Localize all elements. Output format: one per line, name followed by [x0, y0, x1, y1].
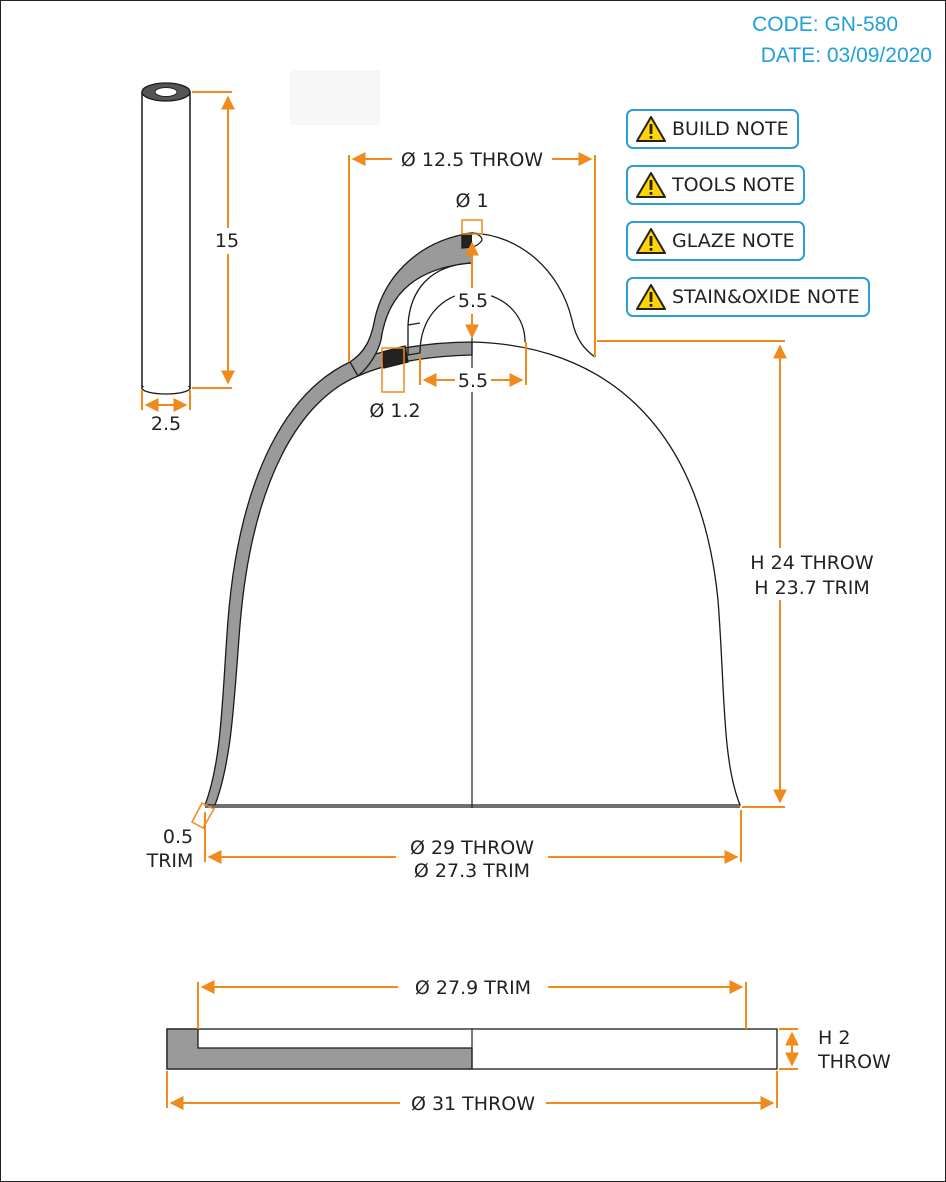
warning-icon [636, 116, 666, 142]
tools-note-label: TOOLS NOTE [672, 174, 795, 196]
lid-height-label: H 2 [818, 1027, 850, 1049]
lid-height-dimension: H 2 THROW [779, 1027, 891, 1073]
code-label: CODE: GN-580 [752, 13, 898, 36]
coil-cylinder [141, 82, 191, 395]
base-trim-label: Ø 27.3 TRIM [414, 860, 530, 882]
date-label: DATE: 03/09/2020 [761, 44, 932, 67]
handle-width-label: Ø 12.5 THROW [401, 149, 543, 171]
rim-thickness-unit: TRIM [146, 850, 194, 872]
warning-icon [636, 172, 666, 198]
coil-width-dimension: 2.5 [141, 390, 191, 435]
wall-thickness-label: Ø 1.2 [369, 400, 420, 422]
handle-hole-label: Ø 1 [455, 190, 488, 212]
wall-thickness-dimension: Ø 1.2 [369, 347, 421, 422]
glaze-note-button[interactable]: GLAZE NOTE [626, 221, 805, 261]
handle-inner-width-label: 5.5 [458, 370, 488, 392]
rim-thickness-dimension: 0.5 TRIM [146, 802, 216, 872]
build-note-label: BUILD NOTE [672, 118, 789, 140]
build-note-button[interactable]: BUILD NOTE [626, 109, 799, 149]
base-width-dimension: Ø 29 THROW Ø 27.3 TRIM [204, 810, 742, 886]
warning-icon [636, 284, 666, 310]
lid-section [166, 1028, 778, 1070]
coil-height-label: 15 [215, 230, 239, 252]
coil-width-label: 2.5 [151, 413, 181, 435]
handle-hole-dimension: Ø 1 [455, 190, 489, 235]
bell-height-dimension: H 24 THROW H 23.7 TRIM [597, 340, 882, 808]
handle-inner-width-dimension: 5.5 [419, 342, 527, 392]
stain-oxide-note-label: STAIN&OXIDE NOTE [672, 286, 860, 308]
lid-trim-dimension: Ø 27.9 TRIM [197, 974, 747, 1029]
lid-throw-dimension: Ø 31 THROW [166, 1071, 778, 1116]
rim-thickness-label: 0.5 [163, 826, 193, 848]
handle-inner-height-label: 5.5 [458, 290, 488, 312]
stain-oxide-note-button[interactable]: STAIN&OXIDE NOTE [626, 277, 870, 317]
faint-placeholder [290, 70, 380, 125]
tools-note-button[interactable]: TOOLS NOTE [626, 165, 805, 205]
lid-height-unit: THROW [817, 1051, 891, 1073]
lid-throw-label: Ø 31 THROW [411, 1093, 535, 1115]
base-throw-label: Ø 29 THROW [410, 837, 534, 859]
handle-width-dimension: Ø 12.5 THROW [348, 146, 596, 362]
coil-height-dimension: 15 [192, 91, 241, 389]
warning-icon [636, 228, 666, 254]
lid-trim-label: Ø 27.9 TRIM [415, 977, 531, 999]
height-trim-label: H 23.7 TRIM [754, 577, 869, 599]
handle-inner-height-dimension: 5.5 [455, 241, 491, 339]
glaze-note-label: GLAZE NOTE [672, 230, 795, 252]
height-throw-label: H 24 THROW [750, 552, 874, 574]
